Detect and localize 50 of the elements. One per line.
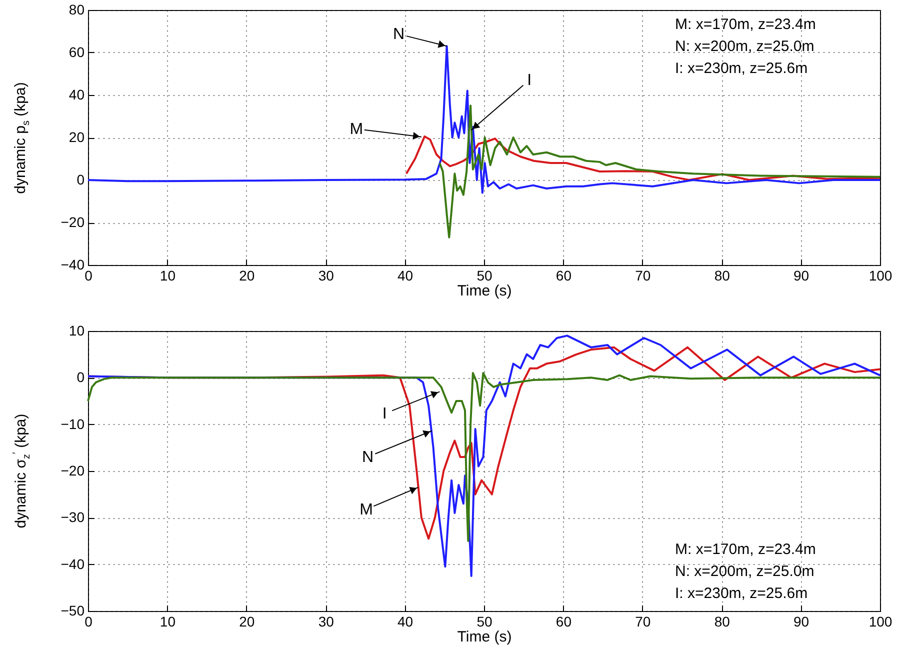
y-tick-label: 10 bbox=[68, 322, 85, 338]
x-tick-label: 30 bbox=[318, 614, 334, 630]
y-tick-label: 60 bbox=[68, 44, 85, 60]
x-tick-label: 50 bbox=[476, 268, 492, 284]
annotation: M bbox=[360, 501, 373, 518]
line-series bbox=[405, 135, 881, 181]
x-tick-label: 30 bbox=[318, 268, 334, 284]
x-tick-label: 70 bbox=[635, 614, 651, 630]
y-tick-label: 0 bbox=[76, 172, 85, 188]
x-tick-label: 60 bbox=[556, 614, 572, 630]
x-tick-label: 10 bbox=[160, 268, 176, 284]
x-tick-label: 90 bbox=[794, 614, 810, 630]
x-tick-label: 90 bbox=[794, 268, 810, 284]
x-tick-label: 70 bbox=[635, 268, 651, 284]
x-tick-label: 100 bbox=[868, 614, 892, 630]
y-tick-label: −40 bbox=[60, 256, 85, 272]
annotation: M: x=170m, z=23.4m bbox=[675, 541, 816, 558]
y-tick-label: −30 bbox=[60, 509, 85, 526]
annotation: I bbox=[382, 406, 387, 423]
y-tick-label: −40 bbox=[60, 556, 85, 572]
x-tick-label: 40 bbox=[398, 268, 414, 284]
y-tick-label: 0 bbox=[76, 369, 85, 386]
y-tick-label: −10 bbox=[60, 416, 85, 432]
annotation: M: x=170m, z=23.4m bbox=[675, 16, 816, 33]
annotation: N bbox=[392, 26, 405, 44]
annotation: N bbox=[362, 448, 374, 466]
line-series bbox=[438, 104, 881, 238]
annotation: I: x=230m, z=25.6m bbox=[675, 585, 808, 602]
x-tick-label: 10 bbox=[160, 614, 176, 630]
x-tick-label: 80 bbox=[714, 268, 730, 284]
x-tick-label: 40 bbox=[398, 614, 414, 630]
y-tick-label: −20 bbox=[60, 462, 85, 478]
annotation: I bbox=[527, 72, 532, 90]
x-tick-label: 20 bbox=[239, 268, 255, 284]
x-axis-title: Time (s) bbox=[457, 282, 512, 300]
y-tick-label: −50 bbox=[60, 602, 85, 618]
x-axis-title: Time (s) bbox=[457, 628, 512, 646]
x-tick-label: 60 bbox=[556, 268, 572, 284]
annotation: I: x=230m, z=25.6m bbox=[675, 60, 808, 77]
x-tick-label: 50 bbox=[476, 614, 492, 630]
annotation: N: x=200m, z=25.0m bbox=[675, 563, 814, 580]
x-tick-label: 20 bbox=[239, 614, 255, 630]
annotation: M bbox=[350, 120, 364, 138]
annotation: N: x=200m, z=25.0m bbox=[675, 38, 814, 55]
x-tick-label: 100 bbox=[868, 268, 892, 284]
x-tick-label: 80 bbox=[714, 614, 730, 630]
y-tick-label: 80 bbox=[68, 2, 85, 18]
y-tick-label: −20 bbox=[60, 214, 85, 230]
y-tick-label: 20 bbox=[68, 129, 85, 145]
y-tick-label: 40 bbox=[68, 86, 85, 102]
